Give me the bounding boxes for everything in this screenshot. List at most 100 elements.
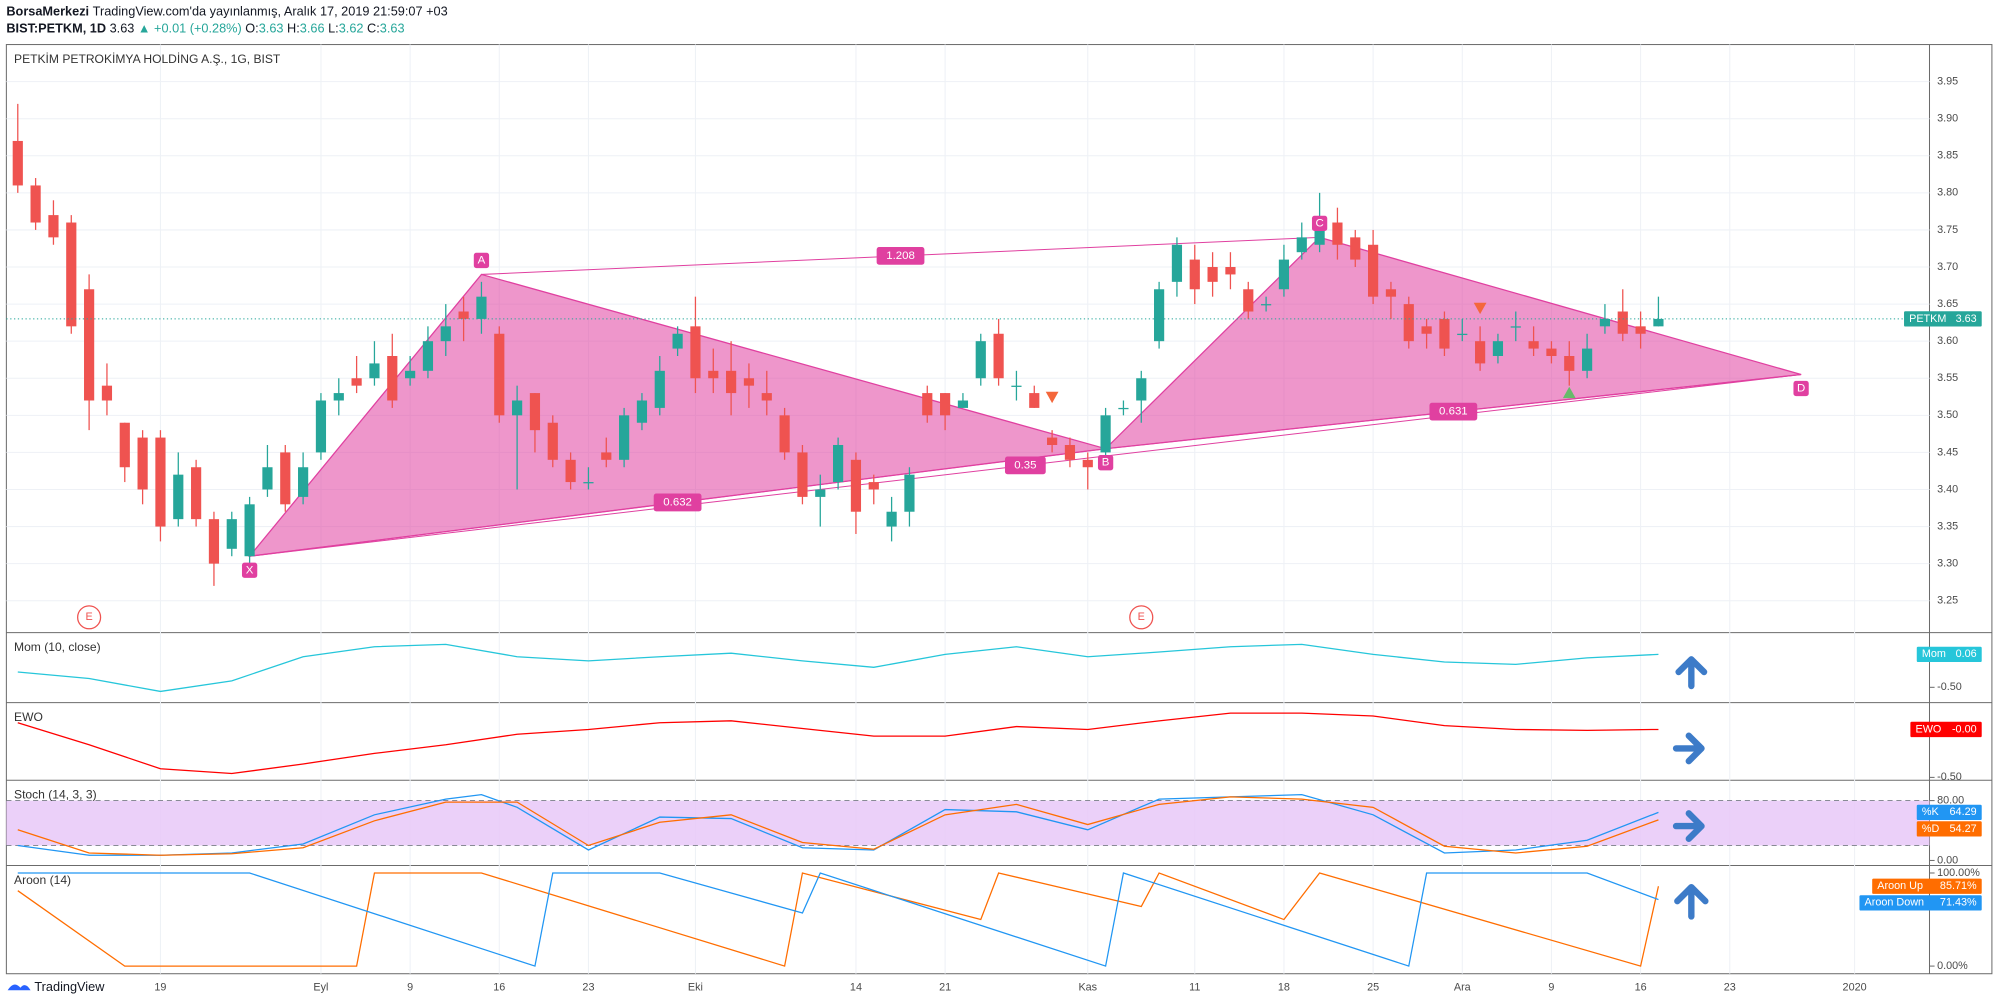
candle-body	[333, 393, 344, 401]
ratio-label: 0.35	[1014, 459, 1036, 471]
arrow-up	[1674, 883, 1709, 920]
series-value-box	[1916, 821, 1982, 837]
candle-body	[975, 341, 986, 379]
candle-body	[1421, 326, 1432, 334]
ratio-box	[1429, 402, 1478, 421]
pattern-point	[1311, 215, 1328, 231]
pane-title: Stoch (14, 3, 3)	[14, 788, 97, 802]
ratio-box	[653, 493, 702, 512]
candle-body	[1118, 407, 1129, 410]
y-tick-label: 3.95	[1937, 75, 1958, 87]
candle-body	[1225, 267, 1236, 275]
candle-body	[351, 378, 362, 386]
candle-body	[583, 482, 594, 484]
header-line: BorsaMerkezi TradingView.com'da yayınlan…	[6, 4, 447, 19]
y-tick-label: -0.50	[1937, 771, 1962, 783]
candle-body	[12, 140, 23, 186]
candle-body	[815, 489, 826, 497]
change: ▲ +0.01 (+0.28%)	[138, 21, 242, 36]
series-value-box	[1916, 804, 1982, 820]
candle-body	[101, 385, 113, 401]
candle-body	[1261, 304, 1272, 306]
arrow-right	[1672, 810, 1705, 842]
x-tick-label: 2020	[1843, 982, 1867, 994]
y-tick-label: 3.55	[1937, 372, 1958, 384]
candle-body	[1207, 267, 1218, 282]
candle-body	[244, 504, 255, 557]
candle-body	[1011, 385, 1022, 387]
x-tick-label: 16	[1635, 982, 1647, 994]
candle-body	[387, 356, 398, 401]
candle-body	[1100, 415, 1111, 453]
candle-body	[173, 474, 184, 520]
candle-body	[529, 393, 541, 431]
candle-body	[601, 452, 612, 460]
published: TradingView.com'da yayınlanmış, Aralık 1…	[93, 4, 448, 19]
series-value-box	[1916, 646, 1982, 663]
ohlc-o-key: O:	[245, 21, 258, 36]
candle-body	[1617, 311, 1628, 334]
logo-icon	[7, 984, 31, 991]
ohlc-o: 3.63	[259, 21, 284, 36]
series-line	[17, 796, 1659, 856]
candle-body	[1029, 393, 1040, 408]
y-tick-label: 3.45	[1937, 446, 1958, 458]
y-tick-label: 3.35	[1937, 520, 1958, 532]
x-tick-label: 19	[154, 982, 166, 994]
candle-body	[315, 400, 327, 453]
pattern-point-label: D	[1797, 383, 1805, 395]
trend-arrows	[1672, 656, 1709, 920]
candle-body	[30, 185, 41, 223]
candle-body	[779, 415, 790, 453]
series-value-box	[1910, 721, 1982, 738]
candle-body	[262, 467, 273, 490]
candle-body	[797, 452, 808, 497]
pane-title: Aroon (14)	[14, 873, 71, 887]
candle-body	[66, 222, 77, 327]
candle-body	[619, 415, 630, 460]
candle-body	[1403, 304, 1414, 342]
candle-body	[1599, 318, 1611, 327]
series-value-name: Aroon Up	[1877, 880, 1923, 892]
x-tick-label: 16	[493, 982, 505, 994]
candle-body	[1171, 244, 1183, 282]
candle-body	[993, 333, 1004, 379]
candle-body	[226, 519, 237, 549]
series-value-box	[1872, 878, 1982, 894]
candle-body	[369, 363, 380, 379]
candle-body	[476, 296, 487, 319]
x-tick-label: 23	[1724, 982, 1736, 994]
series-line	[17, 643, 1659, 693]
series-value-name: Aroon Down	[1865, 897, 1925, 909]
series-value-value: 64.29	[1950, 806, 1977, 818]
candle-body	[940, 393, 951, 416]
candle-body	[280, 452, 291, 505]
frame	[5, 44, 1993, 975]
candle-body	[690, 326, 701, 379]
x-tick-label: 9	[407, 982, 413, 994]
candle-body	[868, 482, 879, 490]
series-value-value: 85.71%	[1940, 880, 1977, 892]
event-label: E	[86, 611, 93, 623]
y-tick-label: 3.50	[1937, 409, 1958, 421]
last-price-value: 3.63	[1956, 313, 1977, 325]
series-value-box	[1859, 895, 1982, 911]
candle-body	[654, 370, 665, 408]
series-line	[17, 872, 1660, 967]
x-tick-label: 21	[939, 982, 951, 994]
x-tick-label: 25	[1367, 982, 1379, 994]
x-tick-label: Eki	[688, 982, 703, 994]
candle-body	[886, 511, 897, 527]
candle-body	[1296, 237, 1307, 253]
pattern-point-label: B	[1102, 457, 1110, 469]
footer: TradingView	[34, 979, 105, 994]
candle-body	[1278, 259, 1290, 290]
ohlc-l-key: L:	[328, 21, 339, 36]
candle-body	[547, 422, 558, 460]
y-tick-label: 3.40	[1937, 483, 1958, 495]
pattern-point	[473, 252, 490, 269]
series-value-name: %K	[1922, 806, 1940, 818]
candle-body	[1047, 437, 1058, 445]
